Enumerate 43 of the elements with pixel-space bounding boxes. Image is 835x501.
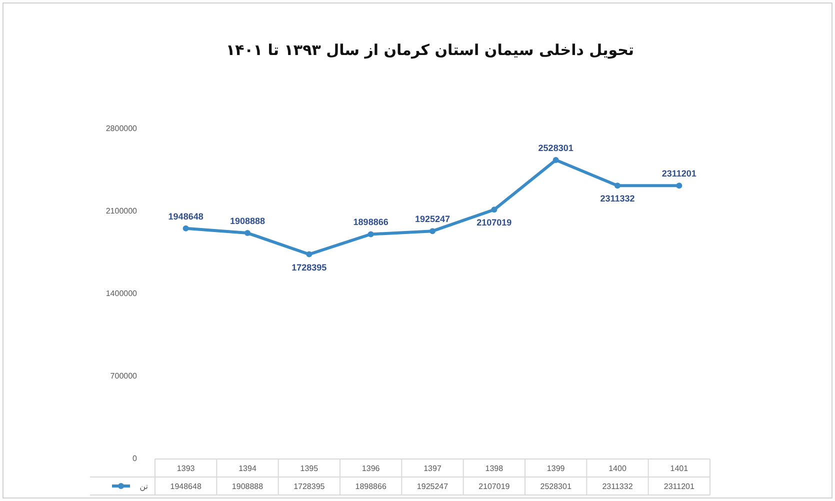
text: 1908888 [232,482,264,491]
legend-label: تن [140,482,148,491]
y-tick-label: 2800000 [106,124,138,133]
text: 1948648 [170,482,202,491]
point [430,228,436,234]
x-tick-label: 1394 [238,464,257,473]
text: 1728395 [294,482,326,491]
x-tick-label: 1400 [608,464,627,473]
point [368,231,374,238]
point [676,182,682,189]
y-tick-label: 700000 [110,372,138,380]
x-tick-label: 1399 [546,464,566,473]
data-label: 1948648 [168,211,204,222]
text: 2311201 [664,482,695,491]
point [491,206,498,213]
data-label: 1925247 [414,214,450,224]
point [614,182,620,189]
data-label: 1728395 [292,262,327,272]
x-tick-label: 1397 [424,464,442,473]
data-label: 2107019 [476,218,512,228]
data-label: 2311201 [662,168,696,179]
text: 2107019 [478,482,510,491]
x-tick-label: 1401 [670,464,689,473]
x-tick-label: 1393 [176,464,196,473]
data-label: 1898866 [353,217,388,228]
chart-title: تحویل داخلی سیمان استان کرمان از سال ۱۳۹۳ تا ۱۴۰۱ [226,41,634,59]
point [306,251,312,258]
x-tick-label: 1396 [362,464,380,473]
data-label: 2528301 [538,143,574,154]
text: 2528301 [540,482,572,491]
data-label: 1908888 [230,216,266,226]
point [244,230,250,236]
point [182,225,189,232]
y-tick-label: 0 [132,454,138,463]
text: 1925247 [416,482,449,491]
x-tick-label: 1398 [485,464,504,473]
point [552,157,559,164]
text: 1898866 [355,482,387,491]
data-label: 2311332 [600,194,635,204]
text: 2311332 [602,482,634,491]
x-tick-label: 1395 [300,464,319,473]
y-tick-label: 2100000 [106,206,138,216]
y-tick-label: 1400000 [106,289,138,298]
